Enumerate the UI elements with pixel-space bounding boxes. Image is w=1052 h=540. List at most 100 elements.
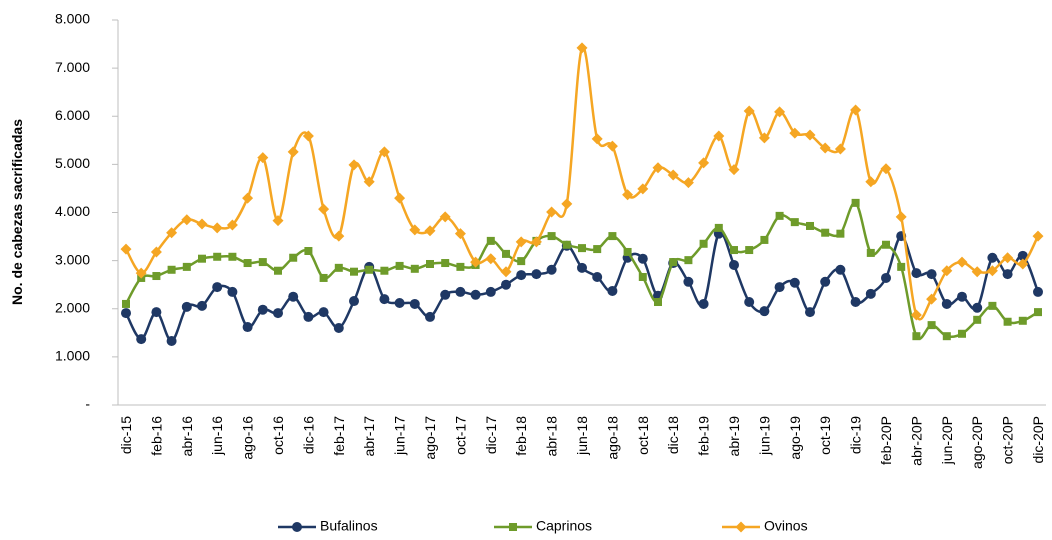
point — [882, 240, 890, 249]
x-tick-label: dic-16 — [300, 416, 316, 454]
point — [333, 230, 345, 242]
point — [774, 106, 786, 118]
point — [958, 329, 966, 338]
point — [273, 308, 283, 319]
point — [242, 192, 254, 204]
point — [880, 163, 892, 175]
legend-item: Bufalinos — [278, 518, 378, 534]
point — [987, 252, 998, 263]
point — [730, 246, 738, 255]
point — [819, 142, 831, 154]
point — [1002, 252, 1014, 264]
point — [152, 272, 161, 281]
point — [502, 249, 510, 258]
point — [942, 332, 951, 341]
x-tick-label: abr-20P — [908, 416, 924, 466]
point — [304, 247, 313, 255]
y-tick-label: 1.000 — [55, 348, 90, 364]
x-tick-label: oct-16 — [270, 416, 286, 455]
point — [379, 294, 390, 305]
point — [926, 293, 938, 305]
point — [272, 215, 284, 227]
x-tick-label: ago-20P — [969, 416, 985, 469]
point — [957, 291, 967, 302]
x-tick-label: jun-17 — [392, 416, 408, 456]
x-tick-label: oct-20P — [1000, 416, 1016, 464]
point — [470, 256, 482, 268]
x-tick-label: feb-16 — [148, 416, 164, 456]
point — [789, 127, 801, 139]
point — [652, 162, 664, 174]
point — [509, 523, 517, 531]
x-tick-label: ago-16 — [240, 416, 256, 460]
point — [637, 253, 648, 264]
y-tick-label: 7.000 — [55, 59, 90, 75]
point — [441, 259, 450, 268]
point — [531, 269, 542, 280]
point — [257, 304, 268, 315]
point — [485, 286, 496, 297]
x-tick-label: dic-17 — [483, 416, 499, 454]
point — [760, 235, 769, 244]
point — [941, 265, 953, 277]
point — [349, 296, 359, 307]
point — [623, 247, 632, 256]
point — [426, 259, 434, 268]
point — [410, 264, 419, 273]
x-tick-label: oct-17 — [452, 416, 468, 455]
point — [745, 246, 754, 255]
point — [1017, 250, 1028, 261]
point — [302, 130, 314, 142]
x-tick-label: feb-20P — [878, 416, 894, 465]
point — [287, 146, 299, 158]
point — [227, 286, 238, 297]
point — [485, 253, 497, 265]
point — [683, 276, 694, 287]
point — [409, 298, 420, 309]
point — [303, 311, 314, 322]
point — [729, 259, 739, 270]
point — [850, 104, 862, 116]
point — [971, 266, 983, 278]
legend-label: Caprinos — [536, 518, 592, 534]
point — [578, 244, 586, 253]
point — [292, 522, 302, 532]
point — [835, 264, 846, 275]
point — [394, 297, 405, 308]
legend-label: Bufalinos — [320, 518, 378, 534]
x-tick-label: dic-15 — [118, 416, 134, 454]
point — [242, 322, 253, 333]
point — [895, 211, 907, 223]
x-tick-label: jun-18 — [574, 416, 590, 456]
point — [318, 307, 329, 318]
point — [348, 159, 360, 171]
point — [667, 169, 679, 181]
legend-label: Ovinos — [764, 518, 808, 534]
x-tick-label: jun-19 — [756, 416, 772, 456]
point — [213, 252, 222, 261]
point — [1018, 316, 1027, 325]
point — [257, 152, 269, 164]
point — [820, 276, 831, 287]
point — [456, 262, 465, 271]
point — [577, 262, 587, 273]
x-tick-label: dic-20P — [1030, 416, 1046, 463]
legend-item: Caprinos — [494, 518, 592, 534]
point — [166, 227, 178, 239]
point — [318, 203, 330, 215]
x-tick-label: abr-17 — [361, 416, 377, 457]
point — [561, 198, 573, 210]
point — [440, 289, 451, 300]
point — [607, 285, 618, 296]
point — [500, 266, 512, 278]
y-tick-label: 4.000 — [55, 203, 90, 219]
point — [851, 198, 860, 207]
point — [897, 262, 906, 271]
point — [530, 236, 542, 248]
point — [637, 183, 649, 195]
point — [836, 229, 845, 238]
point — [122, 299, 130, 308]
point — [181, 301, 192, 312]
series-line — [124, 45, 1040, 321]
point — [181, 214, 193, 226]
